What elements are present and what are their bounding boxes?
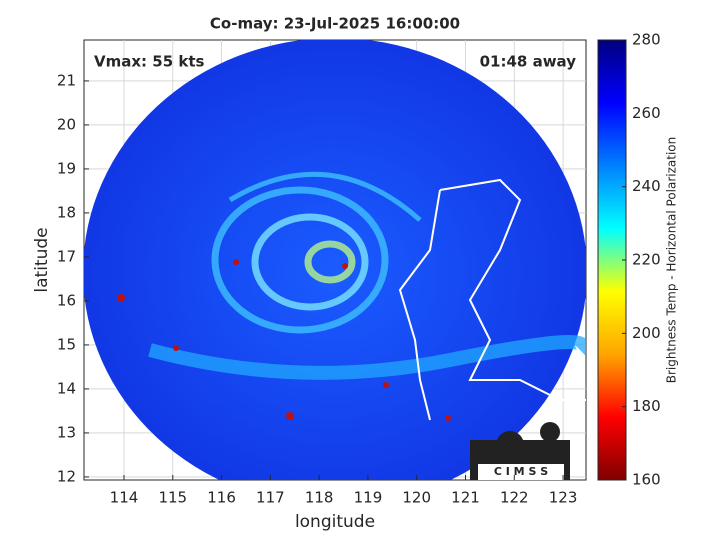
logo-text: C I M S S: [494, 465, 548, 478]
colorbar-label: Brightness Temp - Horizontal Polarizatio…: [665, 137, 679, 384]
y-tick-label: 13: [57, 423, 76, 441]
colorbar-tick-label: 220: [632, 251, 661, 269]
annotation: 01:48 away: [480, 53, 577, 71]
y-tick-label: 17: [57, 247, 76, 265]
y-tick-label: 14: [57, 379, 76, 397]
x-axis-label: longitude: [295, 512, 375, 532]
colorbar-tick-label: 160: [632, 471, 661, 489]
x-tick-label: 121: [451, 489, 480, 507]
x-tick-label: 122: [500, 489, 529, 507]
y-tick-label: 21: [57, 71, 76, 89]
colorbar-tick-label: 180: [632, 397, 661, 415]
annotation: Vmax: 55 kts: [94, 53, 204, 71]
x-tick-label: 120: [402, 489, 431, 507]
y-tick-label: 15: [57, 335, 76, 353]
x-tick-label: 114: [110, 489, 139, 507]
x-tick-label: 119: [354, 489, 383, 507]
colorbar-tick-label: 240: [632, 177, 661, 195]
x-tick-label: 116: [207, 489, 236, 507]
y-tick-label: 16: [57, 291, 76, 309]
x-tick-label: 118: [305, 489, 334, 507]
x-tick-label: 117: [256, 489, 285, 507]
x-tick-label: 123: [549, 489, 578, 507]
y-axis-label: latitude: [32, 227, 52, 292]
y-tick-label: 20: [57, 115, 76, 133]
colorbar-tick-label: 280: [632, 31, 661, 49]
logo: C I M S S: [470, 422, 570, 480]
y-tick-label: 19: [57, 159, 76, 177]
colorbar: [597, 39, 627, 481]
y-tick-label: 18: [57, 203, 76, 221]
x-tick-label: 115: [158, 489, 187, 507]
y-tick-label: 12: [57, 467, 76, 485]
satellite-image: C I M S S: [84, 40, 586, 480]
colorbar-tick-label: 200: [632, 324, 661, 342]
colorbar-tick-label: 260: [632, 104, 661, 122]
chart-title: Co-may: 23-Jul-2025 16:00:00: [210, 15, 460, 33]
